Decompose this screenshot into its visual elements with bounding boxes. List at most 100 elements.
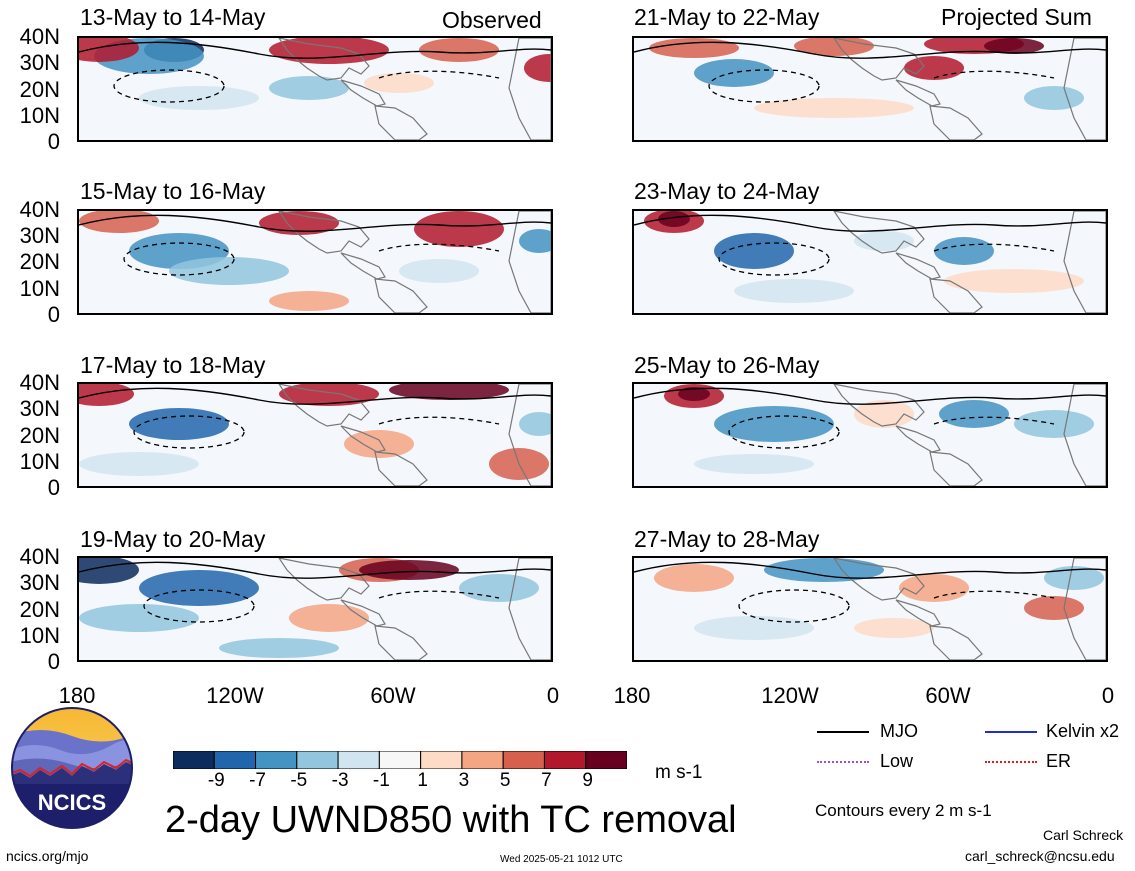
- mjo-contour-negative: [933, 243, 1055, 252]
- map-panel-25-26-may: [632, 382, 1108, 488]
- mjo-contour-negative: [143, 589, 255, 623]
- lon-tick: 0: [1101, 683, 1115, 708]
- anomaly-blob: [139, 86, 259, 110]
- lat-tick: 10N: [19, 103, 60, 128]
- coastline: [340, 252, 386, 280]
- anomaly-blob: [754, 98, 914, 118]
- colorbar-swatch: [585, 750, 628, 770]
- anomaly-blob: [519, 229, 551, 253]
- legend-line-mjo: [817, 731, 869, 733]
- coastline: [833, 384, 925, 427]
- lat-tick: 30N: [19, 570, 60, 595]
- mjo-contour-negative: [378, 243, 500, 252]
- anomaly-blob: [129, 408, 229, 440]
- lat-tick: 0: [47, 475, 60, 500]
- anomaly-blob: [289, 604, 369, 632]
- coastline: [895, 599, 941, 627]
- colorbar-swatch: [337, 750, 380, 770]
- anomaly-blob: [269, 38, 389, 64]
- anomaly-blob: [419, 38, 499, 62]
- site-link[interactable]: ncics.org/mjo: [6, 848, 89, 864]
- panel-title: 15-May to 16-May: [80, 178, 266, 204]
- coastline: [1063, 384, 1106, 486]
- coastline: [374, 105, 428, 140]
- panel-title: 21-May to 22-May: [634, 4, 820, 30]
- coastline: [508, 558, 551, 660]
- logo-text: NCICS: [38, 790, 106, 815]
- anomaly-blob: [1024, 86, 1084, 110]
- mjo-contour-positive: [79, 561, 551, 579]
- mjo-contour-negative: [933, 70, 1055, 79]
- lat-tick: 0: [47, 649, 60, 674]
- mjo-contour-negative: [133, 415, 245, 449]
- anomaly-blob: [678, 387, 710, 401]
- mjo-contour-positive: [79, 41, 551, 59]
- anomaly-blob: [269, 76, 349, 100]
- colorbar-swatch: [543, 750, 587, 770]
- coastline: [508, 38, 551, 140]
- lat-tick: 10N: [19, 276, 60, 301]
- map-panel-23-24-may: [632, 209, 1108, 315]
- map-panel-21-22-may: [632, 36, 1108, 142]
- mjo-contour-positive: [634, 41, 1106, 59]
- coastline: [508, 211, 551, 313]
- anomaly-blob: [139, 570, 259, 606]
- anomaly-field: [79, 384, 551, 480]
- lon-tick: 0: [546, 683, 560, 708]
- timestamp: Wed 2025-05-21 1012 UTC: [500, 854, 623, 865]
- lon-tick: 120W: [761, 683, 819, 708]
- anomaly-blob: [714, 406, 834, 442]
- anomaly-field: [649, 38, 1084, 118]
- anomaly-blob: [414, 211, 504, 247]
- anomaly-blob: [899, 574, 969, 602]
- colorbar-swatch: [255, 750, 298, 770]
- mjo-contour-positive: [634, 387, 1106, 405]
- mjo-contour-negative: [378, 416, 500, 425]
- anomaly-blob: [944, 269, 1084, 293]
- anomaly-blob: [219, 638, 339, 658]
- mjo-contour-positive: [79, 214, 551, 232]
- lat-tick: 30N: [19, 396, 60, 421]
- mjo-contour-negative: [378, 70, 500, 79]
- author: Carl Schreck: [1043, 827, 1124, 843]
- coastline: [833, 38, 925, 81]
- anomaly-blob: [694, 454, 814, 474]
- colorbar-tick-label: 5: [499, 770, 511, 791]
- colorbar-tick-label: -1: [372, 770, 390, 791]
- mjo-contour-negative: [113, 69, 225, 103]
- anomaly-blob: [399, 259, 479, 283]
- coastline: [278, 558, 370, 601]
- colorbar-units: m s-1: [655, 762, 703, 783]
- mjo-contour-negative: [933, 590, 1055, 599]
- anomaly-blob: [259, 211, 339, 235]
- map-panel-13-14-may: [77, 36, 553, 142]
- coastline: [895, 79, 941, 107]
- colorbar-tick-label: -9: [207, 770, 225, 791]
- colorbar-tick-label: 1: [417, 770, 428, 791]
- legend-label-er: ER: [1046, 751, 1072, 771]
- lat-tick: 10N: [19, 623, 60, 648]
- panel-title: 13-May to 14-May: [80, 4, 266, 30]
- lat-tick: 30N: [19, 223, 60, 248]
- lon-tick: 60W: [370, 683, 416, 708]
- lon-tick: 120W: [206, 683, 264, 708]
- mjo-contour-positive: [634, 214, 1106, 232]
- anomaly-blob: [344, 430, 414, 458]
- coastline: [929, 625, 983, 660]
- anomaly-blob: [389, 384, 509, 400]
- anomaly-blob: [649, 38, 739, 58]
- coastline: [340, 599, 386, 627]
- anomaly-blob: [79, 558, 139, 584]
- mjo-contour-negative: [123, 242, 235, 276]
- coastline: [1063, 558, 1106, 660]
- mjo-contour-negative: [738, 589, 850, 623]
- coastline: [508, 384, 551, 486]
- coastline: [340, 79, 386, 107]
- colorbar-swatches: [172, 750, 628, 770]
- lat-tick: 20N: [19, 597, 60, 622]
- mjo-contour-negative: [718, 242, 830, 276]
- mjo-contour-positive: [634, 561, 1106, 579]
- panel-title: 19-May to 20-May: [80, 526, 266, 552]
- colorbar-tick-label: 3: [458, 770, 470, 791]
- anomaly-blob: [939, 400, 1009, 428]
